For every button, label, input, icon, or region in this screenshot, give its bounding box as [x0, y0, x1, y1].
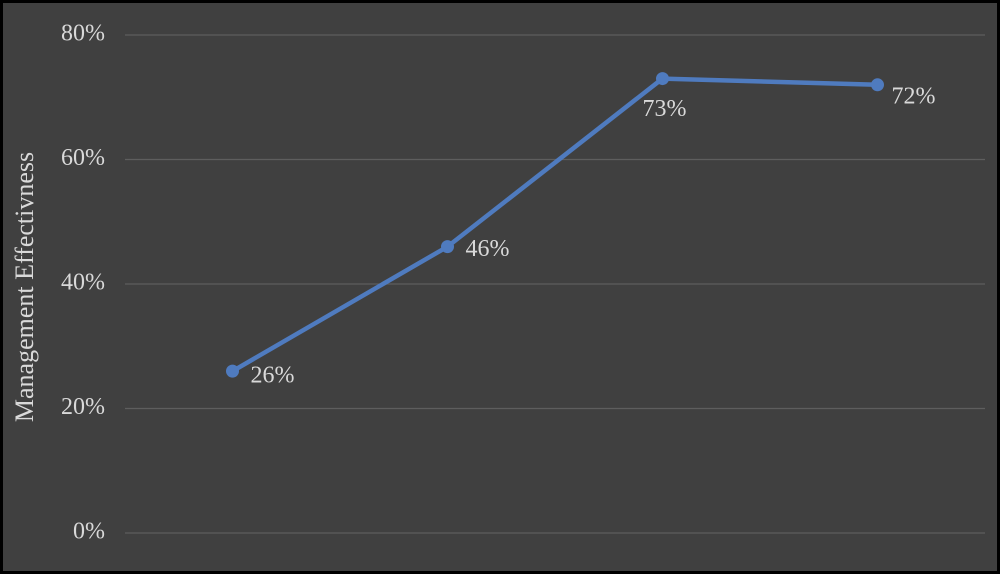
data-point [656, 72, 669, 86]
y-tick-label: 0% [73, 519, 105, 545]
data-label: 26% [251, 363, 295, 389]
data-line [231, 76, 878, 374]
data-label: 46% [466, 236, 510, 262]
y-tick-label: 20% [61, 394, 105, 420]
data-point [226, 364, 239, 378]
data-point [871, 78, 884, 92]
data-point [441, 240, 454, 254]
y-axis-title: Management Effectivness [10, 152, 39, 422]
y-tick-label: 80% [61, 21, 105, 47]
chart-background [3, 3, 997, 571]
data-label: 72% [892, 83, 936, 109]
data-label: 73% [643, 96, 687, 122]
y-tick-label: 60% [61, 145, 105, 171]
y-tick-label: 40% [61, 270, 105, 296]
